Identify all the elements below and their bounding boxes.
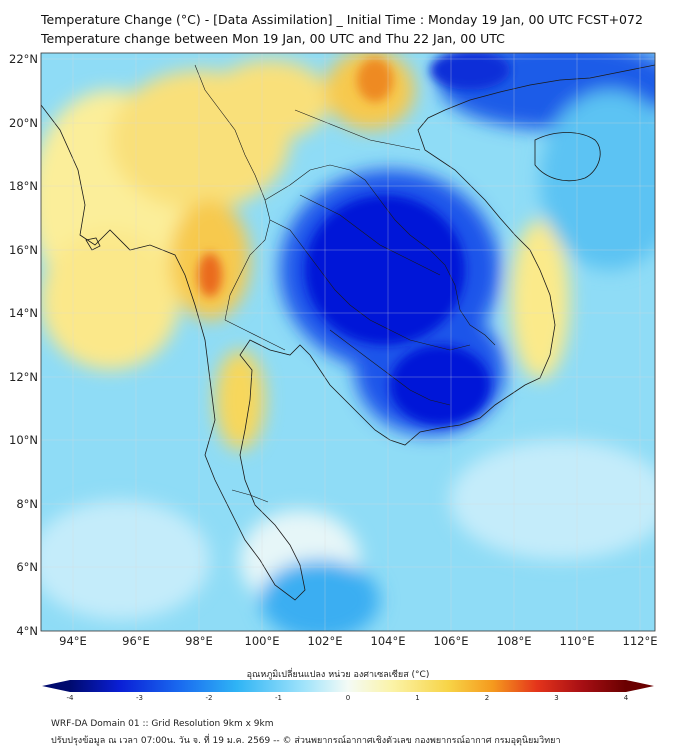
- longitude-labels: 94°E 96°E 98°E 100°E 102°E 104°E 106°E 1…: [59, 634, 657, 648]
- country-borders: [194, 64, 496, 503]
- lon-label: 94°E: [59, 634, 87, 648]
- latitude-labels: 22°N 20°N 18°N 16°N 14°N 12°N 10°N 8°N 6…: [9, 52, 38, 638]
- lon-label: 112°E: [623, 634, 658, 648]
- lon-label: 110°E: [560, 634, 595, 648]
- coastlines: [41, 64, 655, 601]
- colorbar-tick: -2: [206, 694, 213, 702]
- colorbar-tick: 0: [346, 694, 350, 702]
- lat-label: 10°N: [9, 433, 38, 447]
- lat-label: 14°N: [9, 306, 38, 320]
- graticule: [41, 53, 655, 631]
- temperature-field: [41, 53, 655, 631]
- lat-label: 18°N: [9, 179, 38, 193]
- colorbar-tick: -1: [275, 694, 282, 702]
- lon-label: 106°E: [434, 634, 469, 648]
- lon-label: 102°E: [308, 634, 343, 648]
- colorbar-tick: -3: [136, 694, 143, 702]
- footer-model-info: WRF-DA Domain 01 :: Grid Resolution 9km …: [51, 719, 274, 729]
- colorbar-tick: 2: [485, 694, 489, 702]
- colorbar-tick: 4: [624, 694, 629, 702]
- footer-credit: ปรับปรุงข้อมูล ณ เวลา 07:00น. วัน จ. ที่…: [51, 736, 561, 746]
- colorbar: -4 -3 -2 -1 0 1 2 3 4: [42, 680, 654, 702]
- lon-label: 104°E: [371, 634, 406, 648]
- lat-label: 8°N: [16, 497, 38, 511]
- colorbar-tick: 1: [415, 694, 419, 702]
- colorbar-tick: 3: [554, 694, 558, 702]
- lat-label: 20°N: [9, 116, 38, 130]
- colorbar-min-arrow: [42, 680, 70, 692]
- colorbar-max-arrow: [626, 680, 654, 692]
- colorbar-gradient: [70, 680, 626, 692]
- lat-label: 12°N: [9, 370, 38, 384]
- map-title: Temperature Change (°C) - [Data Assimila…: [41, 12, 643, 27]
- lon-label: 98°E: [185, 634, 213, 648]
- colorbar-label: อุณหภูมิเปลี่ยนแปลง หน่วย องศาเซลเซียส (…: [246, 670, 430, 680]
- lat-label: 6°N: [16, 560, 38, 574]
- lon-label: 108°E: [497, 634, 532, 648]
- map-frame: [40, 52, 656, 632]
- lon-label: 96°E: [122, 634, 150, 648]
- map-subtitle: Temperature change between Mon 19 Jan, 0…: [41, 31, 505, 46]
- lat-label: 22°N: [9, 52, 38, 66]
- lat-label: 16°N: [9, 243, 38, 257]
- lat-label: 4°N: [16, 624, 38, 638]
- colorbar-tick: -4: [67, 694, 75, 702]
- lon-label: 100°E: [245, 634, 280, 648]
